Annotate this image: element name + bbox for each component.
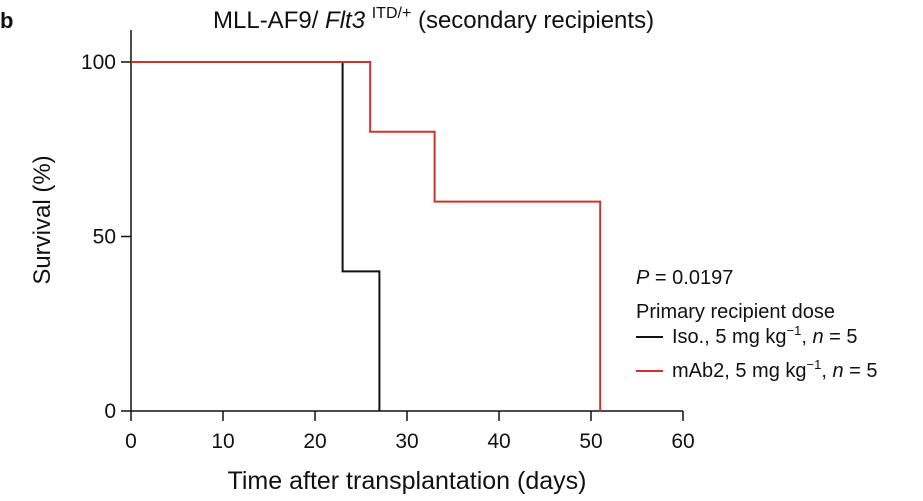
- legend-superscript: −1: [807, 357, 822, 372]
- legend-n-value: = 5: [824, 326, 858, 348]
- x-tick-label: 0: [125, 430, 137, 453]
- title-italic: Flt3: [325, 7, 366, 34]
- legend-item-text: Iso., 5 mg kg−1, n = 5: [672, 323, 858, 348]
- legend-n-label: n: [832, 360, 843, 382]
- title-superscript: ITD/+: [372, 5, 412, 22]
- x-tick-label: 60: [671, 430, 694, 453]
- p-value: = 0.0197: [655, 267, 733, 289]
- y-tick-label: 50: [93, 226, 116, 249]
- x-tick-label: 20: [303, 430, 326, 453]
- x-tick-label: 10: [211, 430, 234, 453]
- panel-letter: b: [0, 8, 13, 33]
- title-suffix: (secondary recipients): [418, 7, 654, 34]
- legend-main: Iso., 5 mg kg: [672, 326, 787, 348]
- y-tick-label: 100: [81, 51, 116, 74]
- y-axis-label: Survival (%): [29, 155, 56, 284]
- x-ticks-group: 0 10 20 30 40 50 60: [125, 411, 695, 453]
- chart-title: MLL-AF9/ Flt3 ITD/+ (secondary recipient…: [213, 0, 654, 34]
- series-line-mab2: [131, 61, 602, 411]
- series-lines-group: [131, 61, 602, 411]
- x-axis-label: Time after transplantation (days): [228, 467, 587, 495]
- legend: Primary recipient dose Iso., 5 mg kg−1, …: [636, 301, 878, 382]
- legend-title: Primary recipient dose: [636, 301, 835, 323]
- series-line-iso: [131, 61, 381, 411]
- title-prefix: MLL-AF9/: [213, 7, 319, 34]
- legend-n-value: = 5: [844, 360, 878, 382]
- x-tick-label: 40: [487, 430, 510, 453]
- y-tick-label: 0: [104, 400, 116, 423]
- p-label: P: [636, 267, 650, 289]
- p-value-text: P = 0.0197: [636, 267, 733, 289]
- legend-main: mAb2, 5 mg kg: [672, 360, 807, 382]
- legend-separator: ,: [821, 360, 832, 382]
- legend-item-text: mAb2, 5 mg kg−1, n = 5: [672, 357, 878, 382]
- x-tick-label: 50: [579, 430, 602, 453]
- legend-separator: ,: [801, 326, 812, 348]
- stats-block: P = 0.0197: [636, 267, 733, 289]
- y-ticks-group: 0 50 100: [81, 51, 131, 423]
- legend-n-label: n: [812, 326, 823, 348]
- x-tick-label: 30: [395, 430, 418, 453]
- legend-superscript: −1: [787, 323, 802, 338]
